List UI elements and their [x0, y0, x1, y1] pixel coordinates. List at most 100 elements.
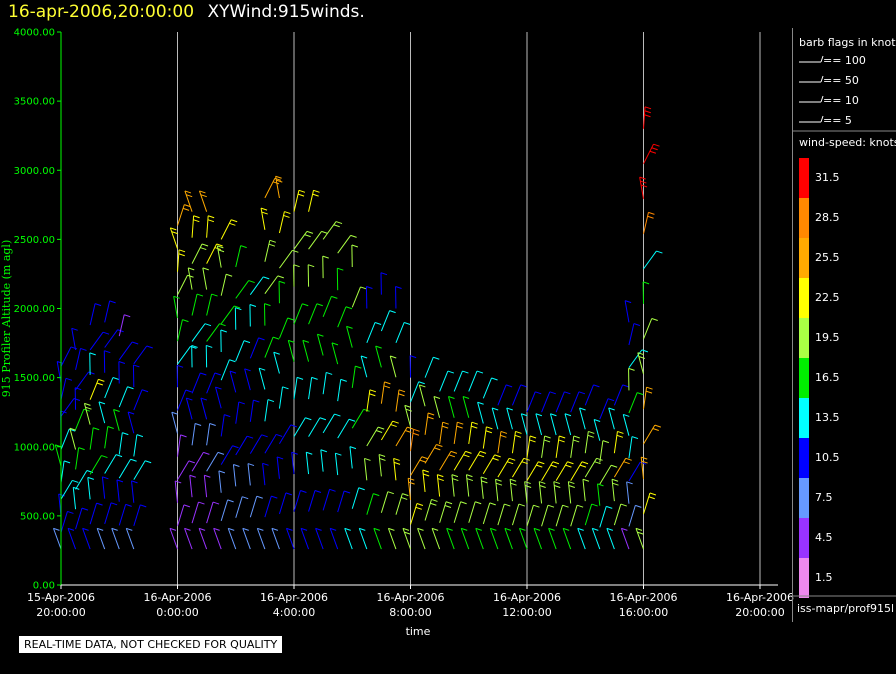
color-scale-label: 28.5: [815, 211, 840, 224]
barb-staff: [628, 505, 636, 527]
wind-barb: [395, 389, 406, 412]
barb-flag: [184, 527, 191, 531]
wind-barb: [375, 345, 382, 368]
barb-staff: [351, 366, 356, 388]
wind-barb: [191, 451, 210, 472]
wind-barb: [395, 493, 409, 515]
wind-barb: [439, 450, 458, 471]
barb-legend-label: == 50: [823, 74, 859, 87]
color-swatch: [799, 278, 809, 318]
barb-staff: [206, 323, 220, 342]
barb-flag: [491, 377, 498, 381]
wind-barb: [422, 469, 430, 492]
barb-staff: [198, 528, 208, 550]
wind-barb: [570, 461, 589, 481]
barb-flag: [186, 397, 193, 401]
barb-flag: [300, 527, 308, 531]
wind-barb: [431, 527, 441, 550]
barb-staff: [380, 310, 391, 332]
wind-barb: [512, 457, 530, 478]
wind-barb: [220, 499, 234, 522]
wind-barb: [101, 476, 109, 499]
barb-legend-title: barb flags in knots: [799, 36, 896, 49]
wind-barb: [184, 527, 193, 550]
wind-barb: [293, 376, 304, 400]
barb-staff: [497, 384, 507, 406]
barb-staff: [482, 454, 496, 474]
barb-staff: [286, 528, 295, 550]
barb-staff: [628, 323, 635, 346]
barb-staff: [169, 528, 178, 550]
wind-barb: [232, 464, 240, 487]
wind-barb: [360, 355, 368, 378]
wind-barb: [322, 295, 338, 317]
barb-staff: [220, 274, 227, 296]
barb-flag: [67, 527, 75, 531]
wind-barb: [541, 435, 551, 458]
barb-flag: [486, 426, 493, 430]
chart-dataset-name: XYWind:915winds.: [207, 2, 365, 22]
barb-staff: [613, 458, 627, 478]
wind-barb: [418, 384, 426, 407]
barb-staff: [351, 286, 361, 308]
color-scale-label: 25.5: [815, 251, 840, 264]
wind-barb: [87, 476, 94, 500]
barb-flag: [194, 423, 202, 426]
barb-flag: [393, 461, 401, 465]
barb-flag: [287, 317, 294, 321]
barb-staff: [620, 528, 630, 550]
barb-staff: [177, 319, 183, 342]
barb-staff: [344, 528, 353, 550]
wind-barb: [570, 391, 586, 413]
wind-barb: [608, 407, 615, 430]
barb-flag: [198, 501, 205, 505]
barb-flag: [204, 474, 211, 478]
barb-staff: [232, 464, 237, 487]
wind-barb: [541, 391, 556, 413]
barb-flag: [398, 393, 405, 397]
wind-barb: [477, 401, 484, 424]
wind-barb: [643, 143, 660, 165]
wind-barb: [613, 503, 627, 526]
wind-barb: [244, 368, 251, 391]
barb-flag: [233, 305, 241, 309]
barb-flag: [588, 430, 595, 434]
wind-barb: [206, 451, 225, 472]
barb-flag: [405, 430, 412, 433]
wind-barb: [448, 395, 455, 418]
wind-barb: [497, 503, 511, 526]
wind-barbs: [53, 106, 663, 550]
wind-barb: [169, 227, 178, 249]
barb-flag: [96, 502, 103, 506]
wind-barb: [133, 434, 144, 457]
wind-barb: [82, 527, 91, 550]
barb-flag: [567, 461, 574, 465]
wind-barb: [511, 430, 522, 454]
barb-flag: [597, 483, 604, 487]
barb-flag: [652, 428, 659, 431]
barb-staff: [247, 463, 251, 486]
wind-barb: [203, 474, 211, 498]
barb-flag: [203, 451, 210, 455]
wind-barb: [60, 346, 78, 367]
wind-barb: [220, 329, 227, 352]
barb-staff: [308, 377, 313, 400]
barb-staff: [127, 411, 135, 434]
wind-barb: [555, 504, 569, 527]
barb-flag: [146, 345, 153, 349]
barb-flag: [171, 231, 178, 235]
y-tick-label: 1000.00: [14, 442, 55, 453]
barb-staff: [216, 245, 222, 268]
grid-lines: [177, 32, 761, 585]
legend-panel: barb flags in knots == 100 == 50 == 10 == 5 w…: [792, 28, 896, 622]
axes: 4000.00 3500.00 3000.00 2500.00 2000.00 1500.…: [0, 28, 794, 639]
barb-flag: [258, 337, 265, 341]
wind-barb: [263, 303, 271, 326]
wind-barb: [322, 221, 343, 240]
barb-flag: [140, 504, 147, 508]
barb-flag: [422, 469, 429, 473]
wind-barb: [75, 408, 90, 430]
barb-flag: [568, 481, 575, 485]
barb-flag: [535, 391, 542, 395]
wind-barb: [497, 430, 508, 454]
